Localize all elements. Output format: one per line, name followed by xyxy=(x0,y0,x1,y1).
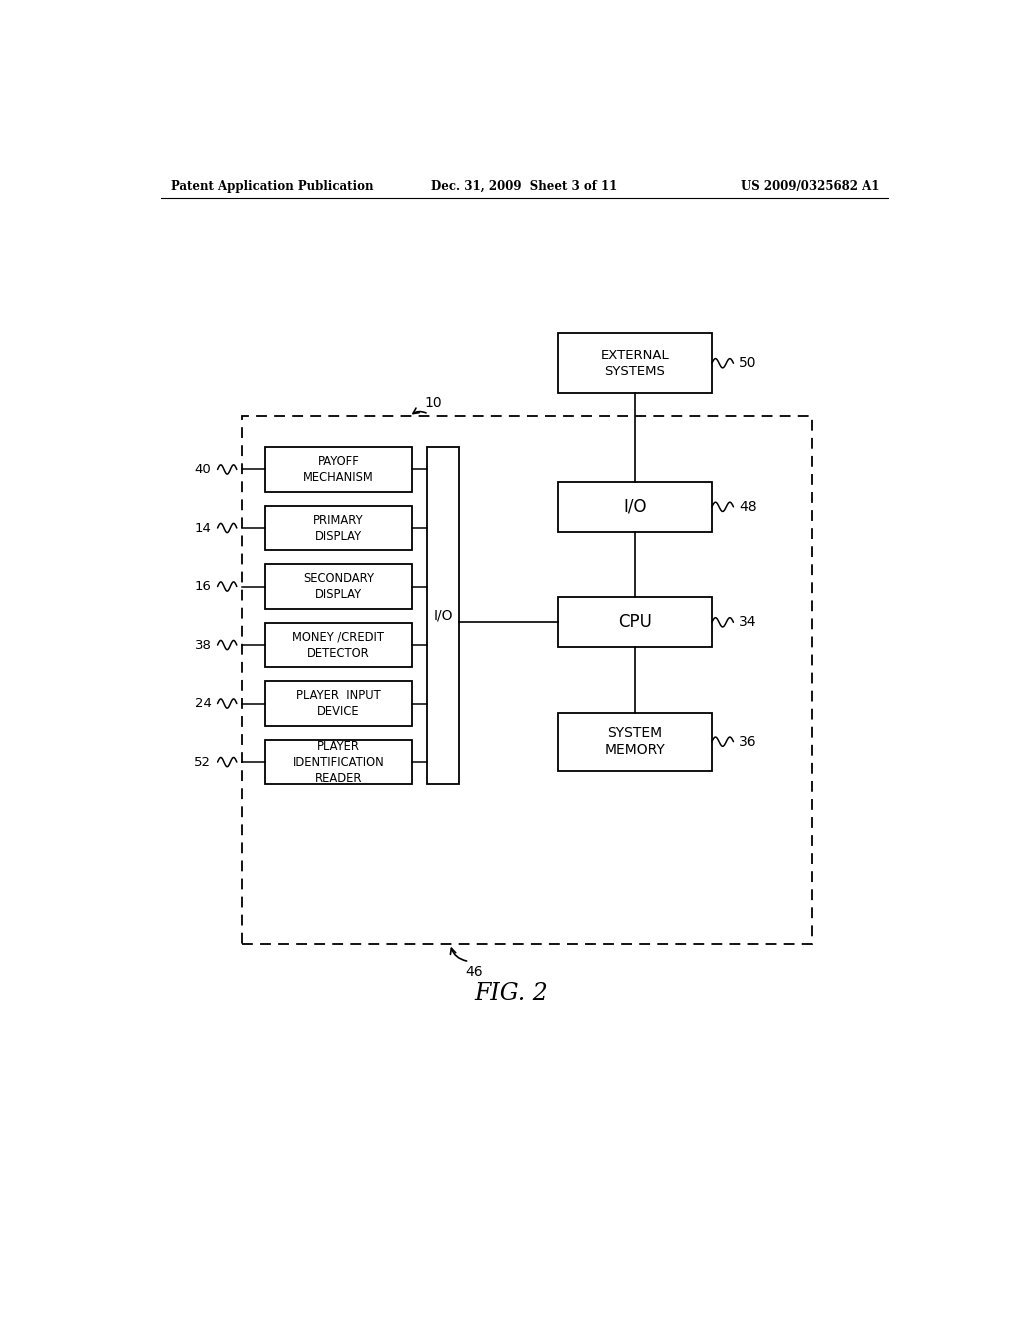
Text: 48: 48 xyxy=(739,500,757,513)
Text: 24: 24 xyxy=(195,697,211,710)
Text: US 2009/0325682 A1: US 2009/0325682 A1 xyxy=(740,180,879,193)
Text: 46: 46 xyxy=(466,965,483,979)
Bar xyxy=(265,447,412,492)
Text: FIG. 2: FIG. 2 xyxy=(475,982,549,1006)
Bar xyxy=(265,681,412,726)
Text: 40: 40 xyxy=(195,463,211,477)
Bar xyxy=(558,713,712,771)
Text: MONEY /CREDIT
DETECTOR: MONEY /CREDIT DETECTOR xyxy=(293,631,384,660)
Text: SECONDARY
DISPLAY: SECONDARY DISPLAY xyxy=(303,572,374,601)
Text: 10: 10 xyxy=(425,396,442,411)
Bar xyxy=(265,564,412,609)
Text: 36: 36 xyxy=(739,735,757,748)
Text: Patent Application Publication: Patent Application Publication xyxy=(171,180,373,193)
Text: 16: 16 xyxy=(195,579,211,593)
Bar xyxy=(265,739,412,784)
Bar xyxy=(558,333,712,393)
Text: 14: 14 xyxy=(195,521,211,535)
Text: 34: 34 xyxy=(739,615,757,630)
Text: Dec. 31, 2009  Sheet 3 of 11: Dec. 31, 2009 Sheet 3 of 11 xyxy=(431,180,617,193)
Text: PLAYER  INPUT
DEVICE: PLAYER INPUT DEVICE xyxy=(296,689,381,718)
Text: 38: 38 xyxy=(195,639,211,652)
Bar xyxy=(243,416,812,944)
Text: PLAYER
IDENTIFICATION
READER: PLAYER IDENTIFICATION READER xyxy=(293,739,384,784)
Bar xyxy=(265,506,412,550)
Bar xyxy=(427,447,460,784)
Bar xyxy=(558,482,712,532)
Text: 50: 50 xyxy=(739,356,757,370)
Text: EXTERNAL
SYSTEMS: EXTERNAL SYSTEMS xyxy=(600,348,670,378)
Text: 52: 52 xyxy=(195,755,211,768)
Text: SYSTEM
MEMORY: SYSTEM MEMORY xyxy=(604,726,666,758)
Text: I/O: I/O xyxy=(624,498,647,516)
Text: PRIMARY
DISPLAY: PRIMARY DISPLAY xyxy=(313,513,364,543)
Text: CPU: CPU xyxy=(617,614,652,631)
Text: I/O: I/O xyxy=(433,609,453,623)
Text: PAYOFF
MECHANISM: PAYOFF MECHANISM xyxy=(303,455,374,484)
Bar xyxy=(558,597,712,647)
Bar xyxy=(265,623,412,668)
